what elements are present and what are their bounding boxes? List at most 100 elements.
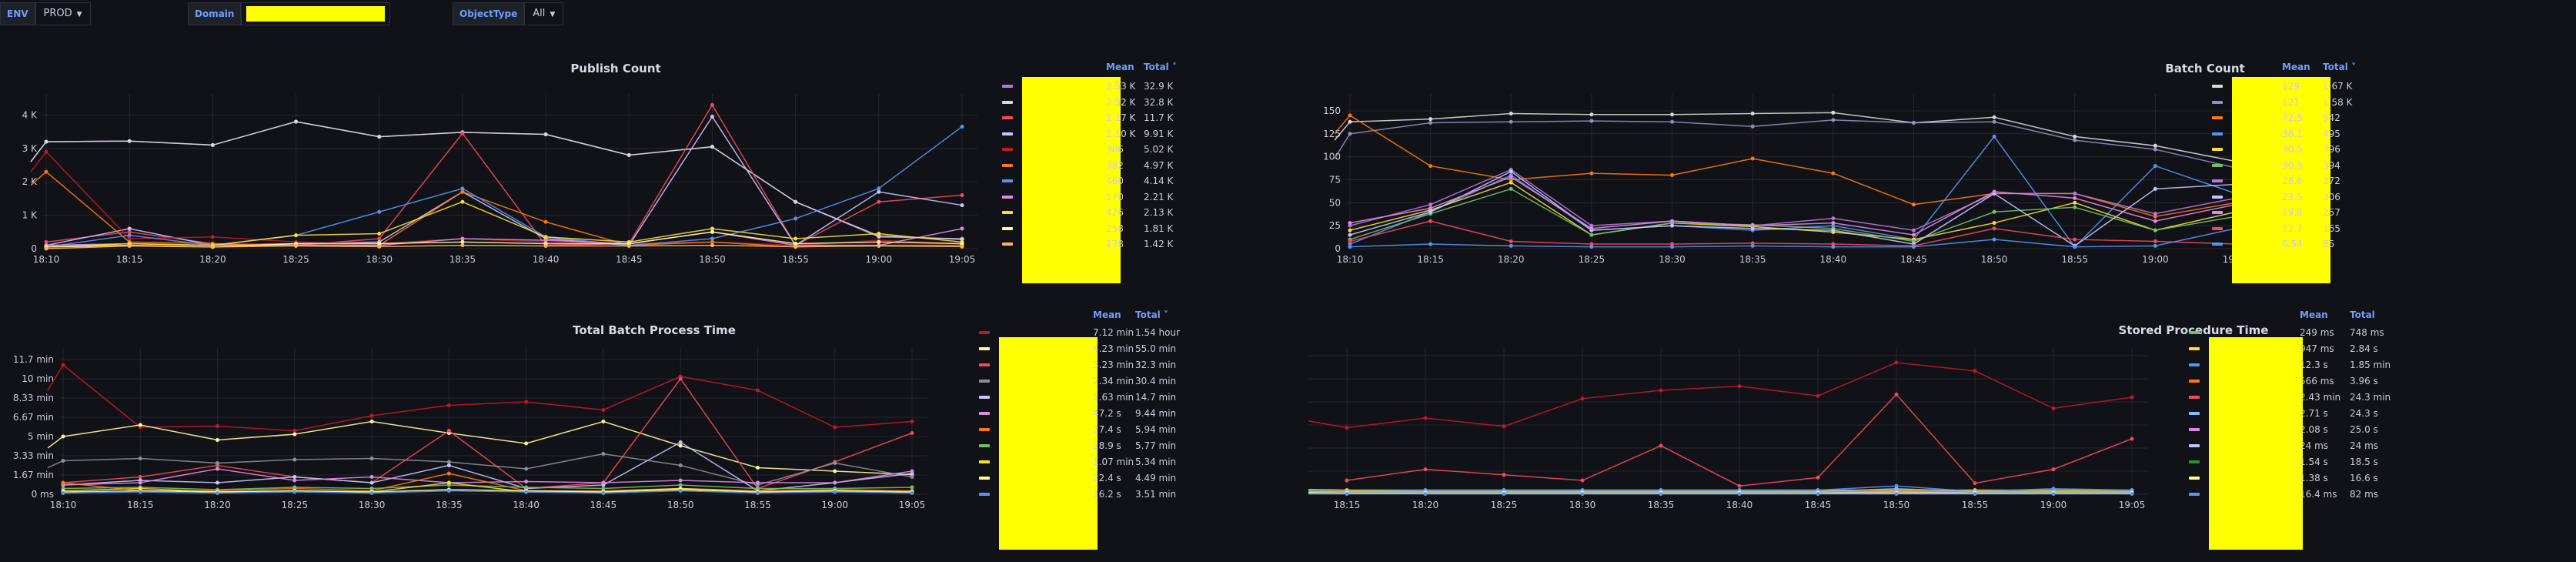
data-point: [960, 193, 964, 198]
legend-header-total[interactable]: Total ˅: [1144, 62, 1177, 72]
legend-swatch[interactable]: [1002, 179, 1013, 182]
panel-batch-count[interactable]: Batch Count 0 25 50 75 100 125 150 18:10 18:15 18…: [1308, 62, 2571, 293]
legend-header-mean[interactable]: Mean: [1093, 309, 1121, 320]
x-tick-label: 18:25: [282, 500, 309, 510]
y-tick-label: 75: [1329, 174, 1341, 185]
legend-swatch[interactable]: [2189, 412, 2200, 415]
data-point: [877, 244, 881, 249]
legend-swatch[interactable]: [2189, 493, 2200, 496]
legend-header-mean[interactable]: Mean: [1106, 62, 1134, 72]
env-select[interactable]: PROD ▼: [35, 2, 91, 25]
data-point: [524, 480, 529, 483]
legend-swatch[interactable]: [2189, 428, 2200, 431]
legend-swatch[interactable]: [1002, 243, 1013, 246]
legend-total-value: 16.6 s: [2350, 473, 2378, 483]
legend-swatch[interactable]: [979, 347, 990, 350]
legend-swatch[interactable]: [1002, 211, 1013, 214]
x-tick-label: 18:40: [513, 500, 540, 510]
legend-swatch[interactable]: [979, 493, 990, 496]
legend-header-total[interactable]: Total: [2350, 309, 2375, 320]
legend-mean-value: 258: [1106, 222, 1124, 234]
legend-swatch[interactable]: [1002, 116, 1013, 119]
panel-publish-count[interactable]: Publish Count 0 1 K 2 K 3 K 4 K 18:10 18:15 18:…: [0, 62, 1270, 293]
legend-swatch[interactable]: [2212, 100, 2223, 104]
legend-swatch[interactable]: [2212, 226, 2223, 230]
legend-swatch[interactable]: [979, 396, 990, 399]
legend-swatch[interactable]: [2212, 132, 2223, 135]
objecttype-select[interactable]: All ▼: [524, 2, 564, 25]
series-line: [1349, 176, 2237, 236]
legend-swatch[interactable]: [2212, 85, 2223, 88]
x-tick-label: 18:20: [204, 500, 231, 510]
data-point: [543, 132, 548, 137]
legend-swatch[interactable]: [2189, 444, 2200, 447]
legend-swatch[interactable]: [2212, 243, 2223, 246]
legend-swatch[interactable]: [979, 428, 990, 431]
data-point: [460, 239, 465, 244]
legend-swatch[interactable]: [1002, 132, 1013, 135]
x-tick-label: 18:35: [436, 500, 463, 510]
data-point: [794, 241, 798, 246]
series-line: [30, 121, 963, 240]
legend-swatch[interactable]: [1002, 163, 1013, 167]
legend-mean-value: 4.23 min: [1093, 343, 1134, 354]
x-tick-label: 18:55: [2061, 254, 2088, 265]
legend-swatch[interactable]: [2212, 148, 2223, 151]
data-point: [1428, 209, 1433, 214]
objecttype-label: ObjectType: [453, 2, 525, 25]
legend-swatch[interactable]: [979, 331, 990, 334]
legend-swatch[interactable]: [2212, 211, 2223, 214]
legend-swatch[interactable]: [2189, 363, 2200, 366]
x-tick-label: 18:35: [1648, 500, 1675, 510]
legend-swatch[interactable]: [1002, 100, 1013, 104]
legend-swatch[interactable]: [1002, 85, 1013, 88]
legend-swatch[interactable]: [2189, 460, 2200, 463]
legend-names-redacted: [999, 337, 1098, 550]
legend-swatch[interactable]: [2189, 396, 2200, 399]
legend-swatch[interactable]: [2189, 380, 2200, 383]
legend-total-value: 396: [2323, 144, 2340, 155]
legend-swatch[interactable]: [979, 412, 990, 415]
data-point: [2153, 239, 2157, 243]
data-point: [210, 245, 215, 249]
legend-header-mean[interactable]: Mean: [2300, 309, 2328, 320]
data-point: [1509, 180, 1513, 185]
data-point: [138, 490, 142, 494]
legend-swatch[interactable]: [979, 444, 990, 447]
data-point: [678, 463, 683, 467]
legend-swatch[interactable]: [2212, 116, 2223, 119]
panel-total-batch-process-time[interactable]: Total Batch Process Time 0 ms 1.67 min 3.3…: [0, 323, 1270, 562]
legend-total-value: 14.7 min: [1135, 392, 1177, 403]
series-line: [1349, 182, 2237, 240]
legend-swatch[interactable]: [2212, 179, 2223, 182]
legend-header-total[interactable]: Total ˅: [1135, 309, 1168, 320]
data-point: [127, 229, 132, 234]
series-line: [1349, 188, 2237, 243]
legend-swatch[interactable]: [1002, 195, 1013, 199]
legend-swatch[interactable]: [979, 477, 990, 480]
data-point: [1502, 492, 1506, 497]
legend-total-value: 1.58 K: [2323, 96, 2353, 108]
data-point: [601, 420, 606, 423]
legend-swatch[interactable]: [979, 460, 990, 463]
legend-swatch[interactable]: [979, 380, 990, 383]
legend-header-mean[interactable]: Mean: [2282, 62, 2310, 72]
legend-swatch[interactable]: [2189, 347, 2200, 350]
legend-swatch[interactable]: [2212, 195, 2223, 199]
legend-total-value: 2.21 K: [1144, 191, 1174, 202]
data-point: [292, 478, 297, 483]
legend-swatch[interactable]: [1002, 226, 1013, 230]
legend-swatch[interactable]: [2212, 163, 2223, 167]
legend-swatch[interactable]: [1002, 148, 1013, 151]
data-point: [44, 169, 48, 174]
data-point: [1894, 360, 1899, 365]
legend-swatch[interactable]: [2189, 331, 2200, 334]
legend-mean-value: 38.1: [2282, 128, 2303, 139]
domain-select[interactable]: [241, 2, 391, 25]
legend-swatch[interactable]: [979, 363, 990, 366]
legend-swatch[interactable]: [2189, 477, 2200, 480]
data-point: [960, 226, 964, 231]
legend-header-total[interactable]: Total ˅: [2323, 62, 2356, 72]
